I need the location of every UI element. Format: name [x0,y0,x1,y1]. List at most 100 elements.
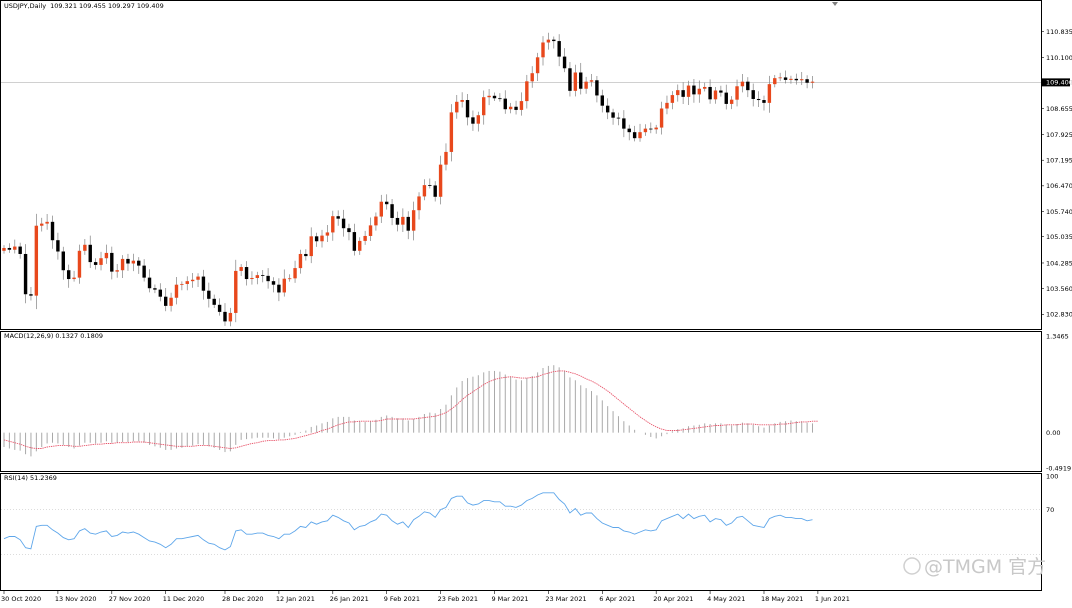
watermark-text: @TMGM 官方 [924,556,1046,578]
bull-candle [228,312,233,322]
bear-candle [595,80,599,96]
bear-candle [498,98,502,100]
shift-marker-icon[interactable] [832,2,838,6]
bear-candle [223,311,227,322]
rsi-tick-label: 70 [1046,506,1054,514]
bull-candle [589,80,594,82]
x-axis: 30 Oct 2020 13 Nov 2020 27 Nov 2020 11 Dec … [1,590,850,603]
bear-candle [552,39,556,42]
bear-candle [724,92,728,104]
bull-candle [789,78,793,80]
rsi-pane-border [0,473,1042,591]
price-pane: 110.835 110.100 109.400 108.655 107.925 107.1… [1,28,1072,327]
bear-candle [492,95,497,99]
bear-candle [557,41,561,57]
bear-candle [627,128,631,133]
x-tick-label: 23 Mar 2021 [545,595,586,603]
bull-candle [665,102,669,109]
price-tick-label: 107.925 [1046,131,1072,139]
bear-candle [692,85,696,95]
x-tick-label: 20 Apr 2021 [653,595,693,603]
bear-candle [137,260,141,266]
price-tick-label: 103.560 [1046,285,1072,293]
bull-candle [573,72,578,91]
bull-candle [740,81,745,87]
bear-candle [568,68,572,91]
bull-candle [83,244,87,251]
macd-tick-label: 1.3465 [1046,332,1069,340]
bear-candle [395,217,400,225]
bull-candle [643,128,648,133]
x-tick-label: 11 Dec 2020 [163,595,205,603]
bear-candle [23,253,28,295]
bear-candle [244,267,249,280]
rsi-line [3,492,813,551]
bull-candle [729,99,734,104]
bull-candle [703,86,707,89]
price-tick-label: 105.035 [1046,233,1072,241]
bear-candle [503,98,507,110]
bull-candle [293,268,297,279]
x-tick-label: 18 May 2021 [761,595,803,603]
bear-candle [201,276,206,291]
bull-candle [444,151,448,165]
bull-candle [401,216,405,225]
bear-candle [277,284,281,293]
macd-signal-line [3,370,818,449]
current-price-badge [1042,78,1070,87]
bull-candle [487,95,491,98]
price-tick-label: 110.100 [1046,54,1072,62]
current-price-label: 109.400 [1046,79,1072,87]
bull-candle [810,81,815,83]
bull-candle [250,277,254,280]
macd-pane: 1.3465 0.00 -0.4919 [3,332,1071,472]
bull-candle [535,57,540,74]
x-tick-label: 26 Jan 2021 [330,595,369,603]
bull-candle [476,115,481,124]
bull-candle [190,279,195,282]
price-tick-label: 105.740 [1046,208,1072,216]
bull-candle [686,85,691,97]
bear-candle [164,296,168,306]
price-tick-label: 107.195 [1046,157,1072,165]
symbol-label: USDJPY,Daily [4,2,46,10]
bull-candle [508,106,513,110]
bull-candle [363,235,367,241]
bull-candle [45,221,49,224]
bear-candle [708,86,712,100]
bear-candle [622,118,626,129]
rsi-pane: 100 70 [1,472,1058,555]
bull-candle [99,258,103,265]
price-tick-label: 102.830 [1046,311,1072,319]
bear-candle [153,288,157,290]
bull-candle [282,278,286,293]
bear-candle [142,265,146,278]
bear-candle [56,240,60,252]
bear-candle [271,281,276,285]
quote-label: 109.321 109.455 109.297 109.409 [50,2,164,10]
bull-candle [13,246,17,250]
bear-candle [18,246,22,254]
bear-candle [783,77,788,80]
x-tick-label: 12 Jan 2021 [276,595,315,603]
bear-candle [304,253,308,257]
bear-candle [147,277,152,289]
bull-candle [530,73,534,82]
bear-candle [261,275,265,276]
bull-candle [40,223,44,226]
x-tick-label: 28 Dec 2020 [222,595,264,603]
bull-candle [368,225,373,236]
bear-candle [347,228,351,233]
bull-candle [72,277,76,280]
bull-candle [2,247,6,251]
bear-candle [93,262,98,265]
bear-candle [805,79,809,83]
macd-label: MACD(12,26,9) 0.1327 0.1809 [4,332,103,340]
bear-candle [751,90,755,99]
bear-candle [207,290,211,299]
bull-candle [131,260,136,264]
bear-candle [600,95,604,106]
bear-candle [433,185,437,197]
bear-candle [158,289,163,297]
